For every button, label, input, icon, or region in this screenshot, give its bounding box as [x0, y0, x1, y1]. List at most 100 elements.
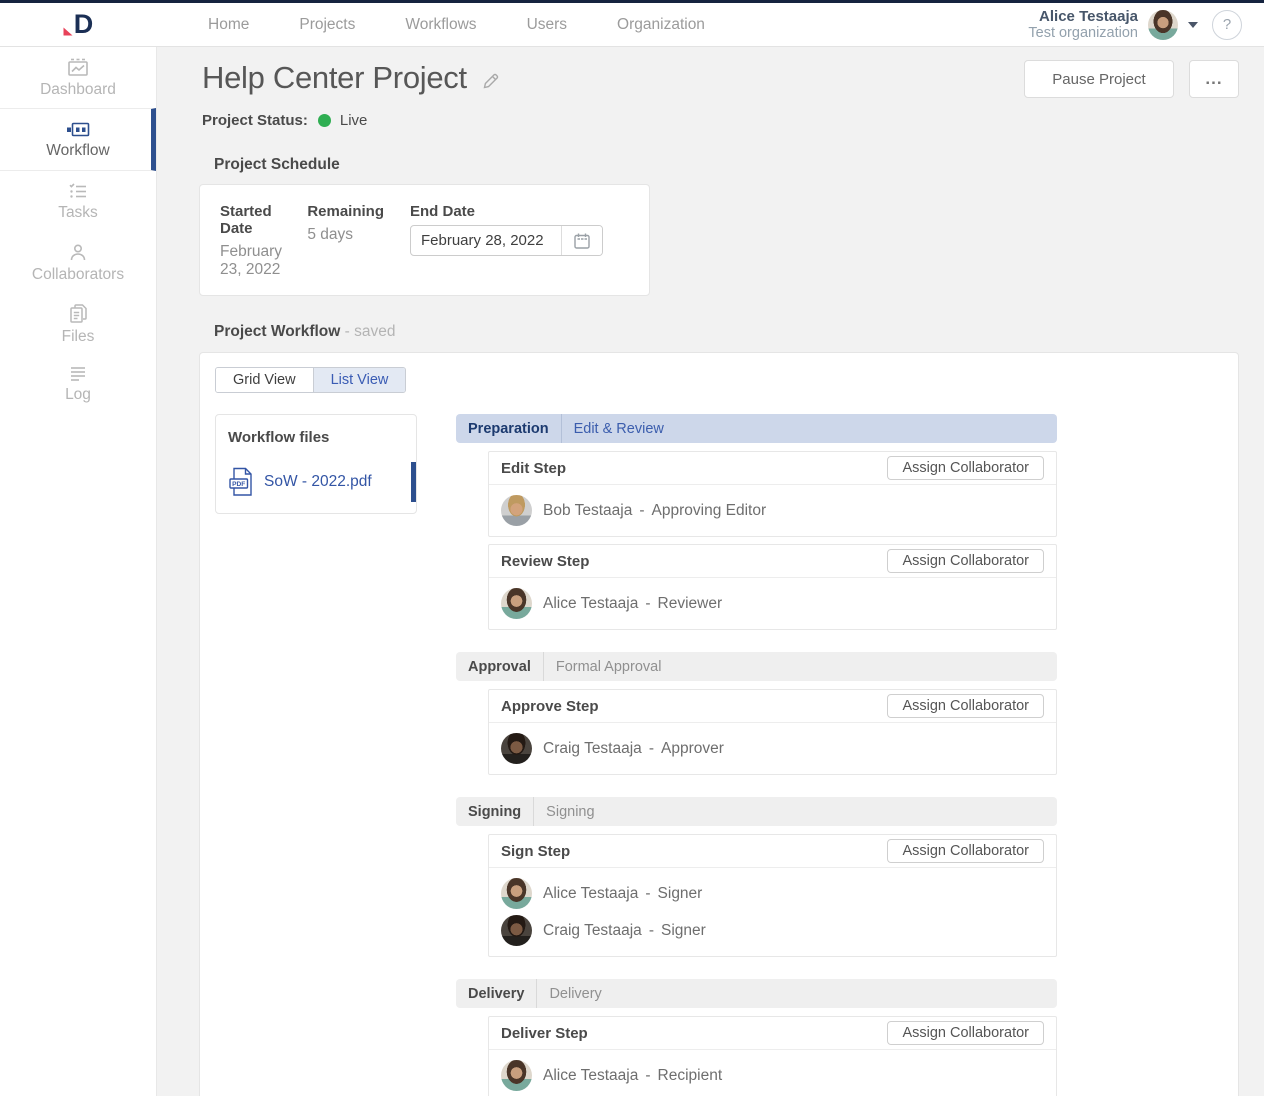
file-selected-indicator: [411, 462, 416, 502]
assign-collaborator-button[interactable]: Assign Collaborator: [887, 839, 1044, 863]
section-name: Formal Approval: [555, 658, 662, 675]
workflow-sections: Preparation Edit & Review Edit Step Assi…: [456, 414, 1057, 1096]
workflow-section: Delivery Delivery Deliver Step Assign Co…: [456, 979, 1057, 1096]
workflow-icon: [67, 122, 90, 137]
collaborators-icon: [70, 244, 86, 260]
collaborator-row: Alice Testaaja - Reviewer: [501, 588, 1044, 619]
help-button[interactable]: ?: [1212, 9, 1242, 40]
collaborator-name: Alice Testaaja: [543, 594, 639, 612]
collaborator-role: Approving Editor: [651, 501, 767, 519]
step-card: Deliver Step Assign Collaborator Alice T…: [488, 1016, 1057, 1096]
sidebar-label: Files: [61, 327, 95, 345]
list-view-button[interactable]: List View: [312, 368, 406, 392]
section-divider: [533, 797, 535, 826]
collaborator-avatar: [501, 915, 532, 946]
collaborator-list: Alice Testaaja-Recipient Craig Testaaja-…: [489, 1050, 1056, 1096]
workflow-heading-text: Project Workflow: [214, 323, 341, 340]
collaborator-list: Alice Testaaja - Reviewer: [489, 578, 1056, 629]
collaborator-row: Craig Testaaja - Signer: [501, 915, 1044, 946]
collaborator-separator: -: [645, 884, 651, 902]
sidebar-item-collaborators[interactable]: Collaborators: [0, 232, 156, 293]
assign-collaborator-button[interactable]: Assign Collaborator: [887, 456, 1044, 480]
workflow-section: Approval Formal Approval Approve Step As…: [456, 652, 1057, 775]
main-content: Help Center Project Pause Project ... Pr…: [157, 47, 1264, 1096]
nav-item-organization[interactable]: Organization: [617, 15, 705, 33]
section-header: Approval Formal Approval: [456, 652, 1057, 681]
sidebar-item-dashboard[interactable]: Dashboard: [0, 47, 156, 108]
section-phase: Delivery: [468, 985, 525, 1002]
sidebar-item-log[interactable]: Log: [0, 354, 156, 415]
sidebar-item-files[interactable]: Files: [0, 293, 156, 354]
calendar-button[interactable]: [561, 226, 602, 255]
tasks-icon: [69, 183, 86, 198]
schedule-heading: Project Schedule: [214, 156, 340, 173]
sidebar: Dashboard Workflow Tasks: [0, 47, 157, 1096]
sidebar-label: Dashboard: [40, 80, 116, 98]
project-status-row: Project Status: Live: [202, 112, 1239, 129]
logo-red-tick-icon: [63, 27, 73, 36]
nav-item-projects[interactable]: Projects: [299, 15, 356, 33]
collaborator-row: Craig Testaaja - Approver: [501, 733, 1044, 764]
step-title: Deliver Step: [501, 1024, 588, 1042]
sidebar-item-tasks[interactable]: Tasks: [0, 171, 156, 232]
section-header: Preparation Edit & Review: [456, 414, 1057, 443]
collaborator-separator: -: [645, 1066, 651, 1084]
workflow-heading: Project Workflow - saved: [214, 323, 1239, 341]
nav-item-users[interactable]: Users: [526, 15, 568, 33]
collaborator-role: Signer: [660, 921, 706, 939]
calendar-icon: [574, 233, 590, 249]
remaining-label: Remaining: [307, 203, 384, 220]
chevron-down-icon[interactable]: [1188, 21, 1198, 28]
workflow-file-item[interactable]: PDF SoW - 2022.pdf: [228, 462, 416, 502]
sidebar-item-workflow[interactable]: Workflow: [0, 108, 156, 171]
step-card: Edit Step Assign Collaborator Bob Testaa…: [488, 451, 1057, 537]
workflow-files-card: Workflow files PDF SoW - 2022.pdf: [215, 414, 417, 514]
section-divider: [542, 652, 544, 681]
started-date-label: Started Date: [220, 203, 272, 237]
step-title: Approve Step: [501, 697, 599, 715]
assign-collaborator-button[interactable]: Assign Collaborator: [887, 694, 1044, 718]
collaborator-separator: -: [648, 921, 654, 939]
nav-item-workflows[interactable]: Workflows: [405, 15, 477, 33]
sidebar-label: Workflow: [46, 141, 110, 159]
collaborator-role: Recipient: [657, 1066, 723, 1084]
collaborator-avatar: [501, 495, 532, 526]
pencil-icon[interactable]: [481, 72, 500, 91]
collaborator-avatar: [501, 588, 532, 619]
more-options-button[interactable]: ...: [1189, 60, 1239, 98]
svg-text:PDF: PDF: [232, 481, 245, 488]
user-organization: Test organization: [1028, 24, 1138, 41]
section-name: Edit & Review: [573, 420, 664, 437]
collaborator-row: Alice Testaaja - Recipient: [501, 1060, 1044, 1091]
grid-view-button[interactable]: Grid View: [216, 368, 313, 392]
step-card: Approve Step Assign Collaborator Craig T…: [488, 689, 1057, 775]
collaborator-name: Alice Testaaja: [543, 884, 639, 902]
collaborator-list: Alice Testaaja - Signer Craig Testaaja - Sig…: [489, 868, 1056, 956]
user-name: Alice Testaaja: [1039, 7, 1138, 25]
sidebar-label: Collaborators: [31, 265, 125, 283]
top-navbar: D Home Projects Workflows Users Organiza…: [0, 0, 1264, 47]
collaborator-list: Craig Testaaja - Approver: [489, 723, 1056, 774]
collaborator-row: Bob Testaaja - Approving Editor: [501, 495, 1044, 526]
user-avatar[interactable]: [1148, 9, 1178, 40]
nav-item-home[interactable]: Home: [208, 15, 250, 33]
collaborator-avatar: [501, 1060, 532, 1091]
saved-note: - saved: [344, 323, 396, 340]
step-card: Review Step Assign Collaborator Alice Te…: [488, 544, 1057, 630]
section-name: Delivery: [549, 985, 602, 1002]
status-value: Live: [339, 112, 368, 129]
end-date-input[interactable]: [411, 232, 561, 249]
collaborator-name: Craig Testaaja: [543, 921, 642, 939]
assign-collaborator-button[interactable]: Assign Collaborator: [887, 1021, 1044, 1045]
assign-collaborator-button[interactable]: Assign Collaborator: [887, 549, 1044, 573]
app-logo[interactable]: D: [0, 11, 157, 38]
topnav-links: Home Projects Workflows Users Organizati…: [183, 3, 730, 47]
step-title: Edit Step: [501, 459, 567, 477]
section-divider: [560, 414, 562, 443]
pause-project-button[interactable]: Pause Project: [1024, 60, 1174, 98]
file-name: SoW - 2022.pdf: [264, 473, 372, 490]
end-date-group: [410, 225, 603, 256]
section-name: Signing: [546, 803, 595, 820]
pdf-icon: PDF: [229, 467, 252, 496]
